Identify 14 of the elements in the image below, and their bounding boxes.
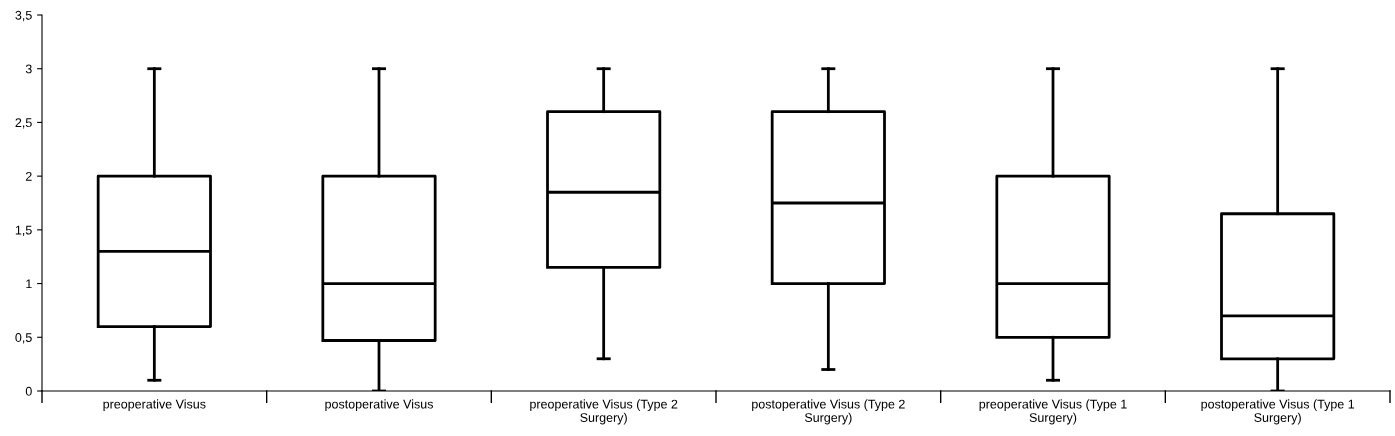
y-tick-label: 2,5 xyxy=(15,118,32,129)
x-tick-label: preoperative Visus (Type 1 Surgery) xyxy=(979,399,1127,425)
x-tick-label: preoperative Visus (Type 2 Surgery) xyxy=(530,399,678,425)
y-tick-label: 1,5 xyxy=(15,225,32,236)
y-tick-label: 0 xyxy=(25,386,32,396)
x-tick-label: postoperative Visus (Type 1 Surgery) xyxy=(1201,399,1355,425)
x-tick-label: preoperative Visus xyxy=(103,399,206,411)
y-tick-label: 3,5 xyxy=(15,10,32,22)
y-tick-label: 0,5 xyxy=(15,333,32,344)
y-tick-label: 2 xyxy=(25,171,32,181)
y-tick-label: 3 xyxy=(25,64,32,74)
x-tick-label: postoperative Visus (Type 2 Surgery) xyxy=(752,399,905,425)
y-tick-label: 1 xyxy=(26,279,32,289)
x-tick-label: postoperative Visus xyxy=(325,399,433,411)
